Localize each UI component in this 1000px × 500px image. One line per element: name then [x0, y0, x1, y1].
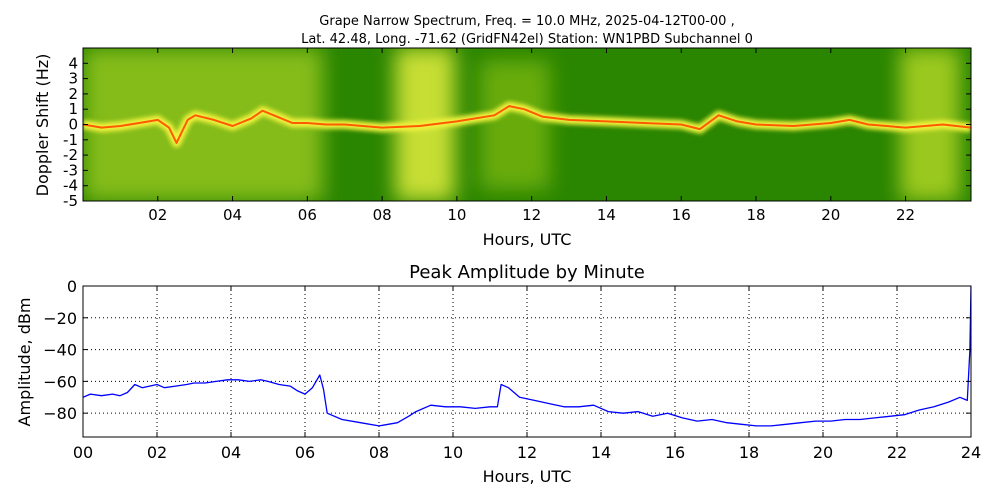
amplitude-y-tick-label: −20 — [43, 309, 77, 328]
amplitude-x-tick-label: 06 — [295, 443, 315, 462]
amplitude-x-tick-label: 10 — [443, 443, 463, 462]
spectrogram-image — [83, 48, 971, 201]
spectrum-title-line2: Lat. 42.48, Long. -71.62 (GridFN42el) St… — [301, 32, 753, 47]
spectrum-x-ticks: 02 04 06 08 10 12 14 16 18 20 22 — [148, 48, 915, 224]
spectrum-y-tick-label: -2 — [63, 146, 78, 164]
spectrum-x-tick-label: 16 — [672, 206, 691, 224]
spectrum-y-tick-label: -3 — [63, 161, 78, 179]
amplitude-x-tick-label: 04 — [221, 443, 241, 462]
amplitude-x-tick-label: 12 — [517, 443, 537, 462]
amplitude-x-tick-label: 16 — [665, 443, 685, 462]
spectrum-x-tick-label: 14 — [597, 206, 616, 224]
amplitude-x-tick-label: 20 — [813, 443, 833, 462]
spectrum-x-tick-label: 08 — [373, 206, 392, 224]
amplitude-y-tick-label: −60 — [43, 372, 77, 391]
spectrum-y-tick-label: 3 — [68, 70, 78, 88]
amplitude-title: Peak Amplitude by Minute — [409, 262, 645, 283]
spectrum-x-tick-label: 20 — [821, 206, 840, 224]
spectrum-y-tick-label: 4 — [68, 54, 78, 72]
spectrum-x-tick-label: 22 — [896, 206, 915, 224]
amplitude-series-line — [83, 286, 971, 427]
spectrum-y-tick-label: -4 — [63, 177, 78, 195]
spectrum-x-tick-label: 04 — [223, 206, 242, 224]
amplitude-x-tick-label: 24 — [961, 443, 981, 462]
spectrum-x-tick-label: 10 — [447, 206, 466, 224]
spectrum-x-tick-label: 18 — [746, 206, 765, 224]
amplitude-y-tick-label: −80 — [43, 404, 77, 423]
amplitude-x-ticks: 00 02 04 06 08 10 12 14 16 18 20 22 24 — [73, 286, 981, 462]
amplitude-x-tick-label: 08 — [369, 443, 389, 462]
spectrum-xlabel: Hours, UTC — [483, 230, 572, 249]
spectrum-y-tick-label: 0 — [68, 116, 78, 134]
spectrum-y-tick-label: 2 — [68, 85, 78, 103]
spectrum-y-tick-label: -1 — [63, 131, 78, 149]
doppler-trace — [83, 105, 971, 144]
amplitude-xlabel: Hours, UTC — [483, 467, 572, 486]
spectrum-x-tick-label: 06 — [298, 206, 317, 224]
amplitude-grid — [83, 286, 971, 437]
spectrum-title-line1: Grape Narrow Spectrum, Freq. = 10.0 MHz,… — [319, 14, 734, 29]
amplitude-y-tick-label: 0 — [67, 277, 77, 296]
spectrum-ylabel: Doppler Shift (Hz) — [33, 54, 52, 197]
spectrum-x-tick-label: 02 — [148, 206, 167, 224]
amplitude-y-ticks: 0 −20 −40 −60 −80 — [43, 277, 971, 423]
amplitude-x-tick-label: 14 — [591, 443, 611, 462]
amplitude-x-tick-label: 02 — [147, 443, 167, 462]
amplitude-y-tick-label: −40 — [43, 341, 77, 360]
amplitude-x-tick-label: 00 — [73, 443, 93, 462]
spectrum-y-tick-label: 1 — [68, 100, 78, 118]
amplitude-ylabel: Amplitude, dBm — [15, 298, 34, 427]
amplitude-x-tick-label: 18 — [739, 443, 759, 462]
spectrum-y-tick-label: -5 — [63, 192, 78, 210]
amplitude-x-tick-label: 22 — [887, 443, 907, 462]
spectrum-x-tick-label: 12 — [522, 206, 541, 224]
